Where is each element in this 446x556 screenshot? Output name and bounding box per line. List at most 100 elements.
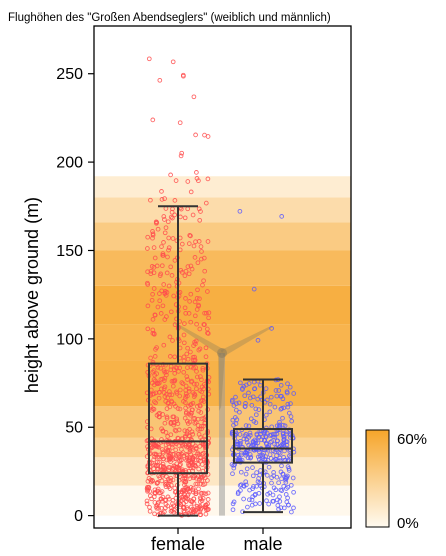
data-point <box>167 389 172 394</box>
data-point <box>205 289 210 294</box>
data-point <box>187 476 193 481</box>
data-point <box>198 374 203 379</box>
data-point <box>171 422 177 428</box>
data-point <box>150 291 155 297</box>
data-point <box>233 394 238 400</box>
data-point <box>180 381 186 387</box>
data-point <box>197 217 203 223</box>
legend-colorbar <box>365 429 390 528</box>
data-point <box>279 406 285 411</box>
data-point <box>246 423 252 429</box>
data-point <box>152 500 158 505</box>
chart-title: Flughöhen des "Großen Abendseglers" (wei… <box>8 12 331 24</box>
data-point <box>161 386 167 391</box>
data-point <box>187 426 192 432</box>
data-point <box>193 338 199 344</box>
data-point <box>248 416 254 422</box>
data-point <box>175 421 181 427</box>
data-point <box>288 401 293 406</box>
data-point <box>284 389 290 395</box>
data-point <box>167 392 172 398</box>
x-tick-label-female: female <box>151 534 205 554</box>
x-axis: female male <box>151 528 283 554</box>
data-point <box>200 394 206 400</box>
data-point <box>163 446 169 451</box>
data-point <box>276 449 282 455</box>
data-point <box>182 321 187 326</box>
data-point <box>184 409 189 415</box>
data-point <box>274 431 280 437</box>
data-point <box>169 445 175 450</box>
data-point <box>170 215 175 221</box>
data-point <box>274 442 280 447</box>
data-point <box>179 447 184 452</box>
data-point <box>197 402 203 408</box>
data-point <box>245 455 251 461</box>
data-point <box>166 465 172 470</box>
turbine-blade <box>173 321 225 356</box>
data-point <box>161 282 167 287</box>
data-point <box>159 478 165 484</box>
data-point <box>165 254 170 260</box>
data-point <box>144 498 150 504</box>
data-point <box>193 491 198 497</box>
data-point <box>187 299 192 304</box>
data-point <box>194 374 200 380</box>
data-point <box>183 391 189 397</box>
data-point <box>158 490 163 496</box>
data-point <box>244 440 250 445</box>
data-point <box>145 234 151 240</box>
data-point <box>249 497 255 503</box>
data-point <box>179 150 185 156</box>
data-point <box>274 497 280 503</box>
data-point <box>260 452 265 458</box>
data-point <box>284 442 290 448</box>
data-point <box>229 399 235 404</box>
data-point <box>243 471 249 477</box>
data-point <box>274 453 279 458</box>
data-point <box>171 293 177 299</box>
data-point <box>204 310 209 316</box>
data-point <box>241 483 246 489</box>
data-point <box>177 406 183 412</box>
data-point <box>195 260 201 266</box>
data-point <box>169 209 175 215</box>
data-point <box>172 377 178 383</box>
data-point <box>195 287 200 293</box>
data-point <box>198 458 203 464</box>
data-point <box>236 455 242 460</box>
data-point <box>159 454 165 460</box>
data-point <box>229 462 235 467</box>
data-point <box>183 499 189 504</box>
data-point <box>185 444 191 450</box>
data-point <box>168 309 174 315</box>
data-point <box>280 471 286 477</box>
data-point <box>155 364 161 370</box>
data-point <box>197 499 203 505</box>
data-point <box>165 482 171 487</box>
data-point <box>189 378 195 384</box>
data-point <box>249 402 255 408</box>
data-point <box>166 235 172 241</box>
data-point <box>174 389 179 395</box>
data-point <box>177 393 183 399</box>
turbine-blade <box>218 352 225 411</box>
x-tick-label-male: male <box>243 534 282 554</box>
data-point <box>276 480 281 486</box>
data-point <box>150 478 155 484</box>
data-point <box>157 298 163 304</box>
data-point <box>154 381 160 386</box>
data-point <box>247 430 253 436</box>
data-point <box>279 214 285 219</box>
data-point <box>240 387 245 392</box>
data-point <box>149 264 155 269</box>
data-point <box>153 451 159 457</box>
data-point <box>277 494 282 500</box>
data-point <box>195 481 200 487</box>
data-point <box>183 383 189 389</box>
data-point <box>268 394 274 400</box>
data-point <box>170 383 176 389</box>
data-point <box>163 225 169 231</box>
data-point <box>200 365 206 371</box>
data-point <box>168 214 174 220</box>
